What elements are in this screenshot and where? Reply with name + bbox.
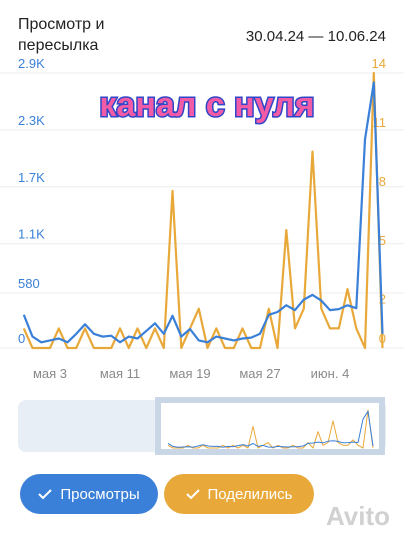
y-tick-label: 580 [18, 276, 40, 291]
legend-label: Поделились [207, 485, 293, 503]
navigator-line [167, 410, 374, 448]
x-tick-label: мая 27 [239, 366, 280, 381]
y2-tick-label: 8 [379, 174, 386, 189]
x-tick-label: июн. 4 [311, 366, 350, 381]
navigator-line [167, 409, 374, 449]
legend-button[interactable]: Просмотры [20, 474, 158, 514]
watermark: Avito [326, 501, 390, 531]
series-line [22, 81, 384, 344]
x-tick-label: мая 3 [33, 366, 67, 381]
x-tick-label: мая 11 [100, 366, 140, 381]
y-tick-label: 0 [18, 331, 25, 346]
chart-title: Просмотр и пересылка [18, 16, 105, 54]
y-tick-label: 1.7K [18, 170, 45, 185]
y-tick-label: 1.1K [18, 227, 45, 242]
annotation: канал с нуля [99, 86, 314, 124]
y-tick-label: 2.3K [18, 113, 45, 128]
navigator-window [155, 397, 385, 455]
y2-tick-label: 14 [372, 56, 386, 71]
check-icon [185, 489, 200, 500]
y-tick-label: 2.9K [18, 56, 45, 71]
legend-button[interactable]: Поделились [164, 474, 314, 514]
x-tick-label: мая 19 [169, 366, 210, 381]
legend-label: Просмотры [60, 485, 140, 503]
series-line [22, 71, 384, 350]
check-icon [38, 489, 53, 500]
y2-tick-label: 5 [379, 233, 386, 248]
date-range: 30.04.24 — 10.06.24 [245, 28, 386, 45]
